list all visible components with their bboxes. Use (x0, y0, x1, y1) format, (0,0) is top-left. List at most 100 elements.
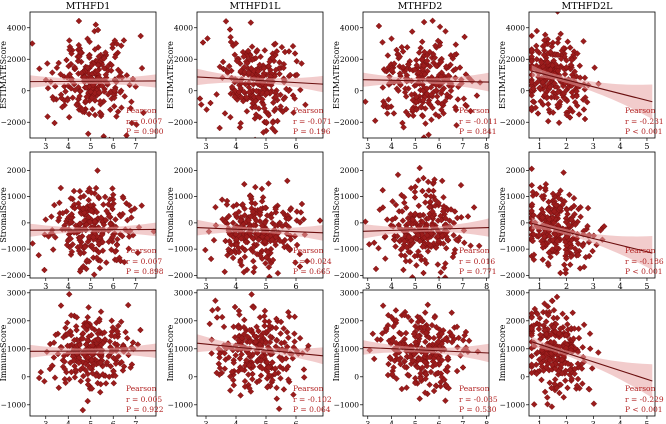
panel-r2c3-point (394, 171, 402, 179)
panel-r3c3-stat-p: P = 0.530 (459, 405, 497, 414)
panel-r2c4-point (568, 216, 575, 224)
panel-r1c3-point (395, 87, 402, 94)
panel-r1c3-point (413, 61, 421, 69)
panel-r2c3-point (422, 199, 429, 206)
panel-r1c2-point (269, 54, 277, 61)
panel-r3c4-point (574, 375, 582, 383)
panel-r1c2-point (272, 40, 279, 48)
panel-r1c2-point (245, 69, 253, 76)
panel-r3c3-point (432, 382, 440, 389)
panel-r3c2-point (243, 357, 250, 364)
panel-r2c4-point (577, 213, 584, 221)
panel-r2c2-point (298, 200, 306, 208)
panel-r1c2-point (245, 89, 253, 96)
panel-r2c3-point (403, 244, 410, 251)
panel-r3c2-stat-p: P = 0.064 (293, 405, 331, 414)
panel-r3c3-point (379, 302, 387, 309)
panel-r2c1: 3 4 5 6 7 −2000 −1000 0 1000 2000 StromalScore Pear… (0, 151, 164, 291)
panel-r3c1-point (67, 312, 75, 319)
panel-r2c3-point (440, 240, 447, 247)
panel-r2c2-point (235, 208, 243, 216)
panel-r2c4-point (579, 242, 586, 250)
panel-r1c4-point (544, 117, 552, 125)
panel-r2c2-point (228, 249, 235, 256)
panel-r3c4-frame (528, 289, 656, 417)
panel-r2c1-point (125, 233, 133, 240)
panel-r2c1-point (57, 184, 65, 192)
panel-r3c2-point (284, 363, 292, 370)
panel-r1c4-point (557, 30, 564, 38)
panel-r2c4-point (570, 194, 578, 202)
panel-r1c3-point (467, 107, 474, 115)
panel-r1c3-point (403, 72, 411, 79)
panel-r2c4-point (545, 216, 553, 223)
panel-r1c4-point (579, 96, 587, 103)
panel-r2c4-point (563, 233, 571, 241)
panel-r1c1-point (123, 72, 131, 79)
panel-r1c2-x-tick-label: 5 (263, 142, 268, 151)
panel-r2c2-point (222, 237, 229, 245)
panel-r1c2-point (225, 62, 233, 70)
panel-r2c2-point (219, 215, 226, 223)
panel-r3c1-stat-method: Pearson (126, 384, 157, 393)
panel-r3c3-point (441, 335, 449, 343)
panel-r2c2-point (297, 209, 305, 216)
panel-r3c1-point (106, 338, 114, 345)
panel-r3c2: 3 4 5 6 −1000 0 1000 2000 3000 ImmuneScore Pearson… (166, 288, 332, 424)
panel-r1c3-point (437, 58, 445, 66)
panel-r1c1-point (94, 61, 102, 69)
panel-r1c2-point (253, 87, 260, 95)
panel-r2c3-point (434, 232, 442, 240)
panel-r3c2-regression-line (197, 342, 323, 357)
panel-r3c2-point (271, 370, 279, 377)
column-title-2: MTHFD1L (230, 1, 282, 12)
panel-r2c4-point (529, 201, 536, 208)
panel-r3c4-point (549, 361, 556, 369)
panel-r3c1-point (64, 319, 71, 327)
panel-r2c2-point (296, 263, 304, 270)
panel-r3c4-x-tick-label: 1 (537, 420, 542, 424)
panel-r2c3-point (420, 269, 427, 277)
panel-r3c4-point (575, 334, 583, 342)
panel-r1c2-point (207, 99, 214, 107)
panel-r3c1-point (50, 339, 58, 346)
panel-r1c1-point (133, 121, 140, 128)
panel-r2c4-point (538, 206, 546, 213)
panel-r1c4-point (557, 55, 565, 63)
panel-r2c3-confidence-band (363, 218, 489, 239)
panel-r2c2-point (237, 217, 245, 224)
panel-r2c1-point (67, 218, 75, 226)
panel-r1c1-point (79, 105, 86, 113)
panel-r1c2-point (222, 18, 230, 25)
panel-r1c2-point (243, 108, 251, 115)
panel-r1c1-point (78, 69, 85, 77)
panel-r2c2-point (253, 217, 260, 225)
panel-r2c3-point (447, 206, 455, 213)
panel-r1c3-point (408, 28, 416, 35)
panel-r3c4-point (553, 314, 561, 322)
panel-r3c3-point (453, 367, 461, 375)
panel-r2c2-point (224, 252, 231, 259)
panel-r2c4-point (562, 255, 570, 262)
panel-r2c3-point (422, 192, 430, 199)
panel-r3c1-y-tick-label: 2000 (7, 316, 26, 325)
panel-r3c2-point (273, 384, 280, 392)
panel-r1c1-point (101, 88, 108, 95)
panel-r3c2-point (230, 359, 238, 367)
panel-r1c3-x-tick-label: 8 (484, 142, 489, 151)
panel-r3c1-point (75, 359, 83, 367)
panel-r2c3-y-axis-label: StromalScore (332, 187, 341, 243)
panel-r3c1-point (35, 374, 43, 382)
panel-r2c1-point (68, 211, 75, 218)
panel-r3c4-point (560, 394, 567, 401)
panel-r1c1-point (63, 56, 70, 64)
panel-r3c1-point (86, 364, 94, 372)
panel-r1c3-point (413, 56, 420, 64)
panel-r1c4-point (533, 27, 541, 35)
panel-r3c3-point (437, 383, 444, 390)
panel-r1c3-frame (362, 11, 490, 139)
panel-r2c1-point (83, 257, 91, 264)
panel-r2c1-point (67, 235, 74, 242)
panel-r2c4-point (577, 296, 583, 302)
panel-r2c2-point (287, 205, 295, 212)
